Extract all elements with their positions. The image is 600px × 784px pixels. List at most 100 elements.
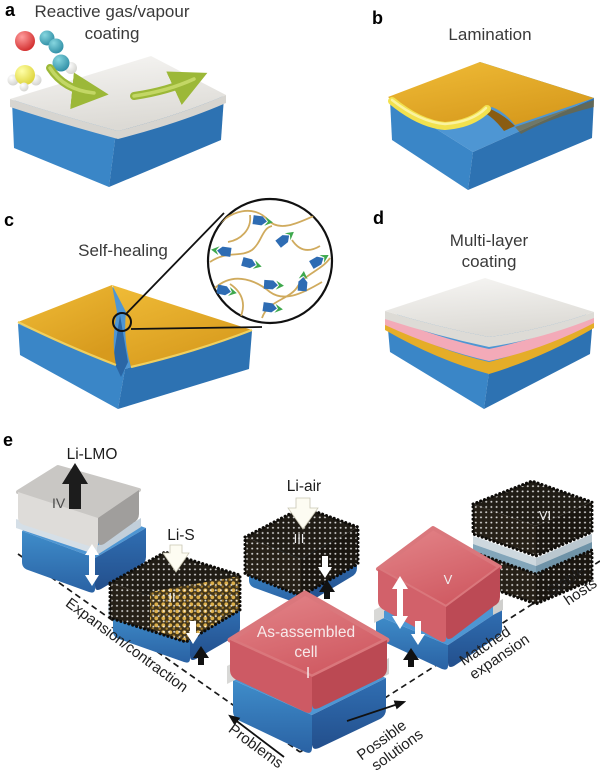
separator-plate bbox=[473, 536, 536, 566]
numeral-v: V bbox=[444, 572, 453, 587]
small-down-arrow-icon bbox=[411, 621, 425, 645]
slab-right-face bbox=[468, 98, 594, 190]
host-bumpy-edge bbox=[108, 550, 242, 644]
gas-arrow-right-highlight bbox=[132, 77, 196, 98]
gas-flow-arrows bbox=[46, 64, 208, 110]
host-mesh-texture bbox=[110, 552, 240, 642]
small-up-arrow-icon bbox=[403, 648, 419, 667]
panel-e: e Li-LMO IV Li-S II bbox=[3, 430, 600, 774]
white-layer-top bbox=[385, 278, 594, 337]
numeral-iv: IV bbox=[52, 495, 66, 511]
gas-arrow-left-highlight bbox=[48, 66, 96, 95]
laminate-top bbox=[388, 62, 594, 126]
up-arrow-icon bbox=[62, 463, 88, 509]
panel-a-title-line1: Reactive gas/vapour bbox=[35, 2, 190, 21]
cathode-right bbox=[98, 490, 139, 545]
separator-plate bbox=[536, 534, 592, 566]
panel-e-letter: e bbox=[3, 430, 13, 450]
laminate-curl-highlight bbox=[390, 98, 488, 126]
host-box bbox=[108, 550, 242, 644]
slab-left-face bbox=[18, 324, 125, 409]
cathode-left bbox=[18, 492, 98, 548]
cell-label-line2: cell bbox=[294, 644, 317, 661]
coating-edge bbox=[10, 95, 226, 139]
small-up-arrow-icon bbox=[193, 646, 209, 665]
base-left bbox=[376, 615, 448, 670]
panel-c-letter: c bbox=[4, 210, 14, 230]
crack-spike bbox=[113, 315, 128, 377]
separator-plate bbox=[97, 518, 141, 555]
base-right bbox=[448, 609, 502, 667]
polymer-network bbox=[209, 210, 331, 323]
base-right bbox=[190, 607, 240, 660]
problems-arrow-icon bbox=[228, 714, 285, 758]
magnifier bbox=[112, 197, 334, 332]
panel-a-title-line2: coating bbox=[85, 24, 140, 43]
numeral-ii: II bbox=[168, 590, 175, 605]
host-bumpy-edge bbox=[471, 547, 594, 606]
white-layer-edge bbox=[385, 311, 594, 347]
panel-b-title: Lamination bbox=[448, 25, 531, 44]
slab-left-face bbox=[390, 100, 473, 190]
cell-right bbox=[446, 567, 500, 639]
layer-edge-left bbox=[17, 321, 117, 367]
li-air-label: Li-air bbox=[287, 478, 321, 495]
yellow-molecule-icon bbox=[15, 65, 35, 85]
down-arrow-icon bbox=[287, 497, 319, 530]
pink-layer bbox=[385, 316, 594, 361]
magnifier-source-circle bbox=[112, 312, 132, 332]
teal-molecule-icon bbox=[52, 54, 70, 72]
separator-plate-blue bbox=[473, 544, 536, 574]
cell-right bbox=[312, 640, 387, 709]
anode-left bbox=[22, 531, 95, 593]
host-box bbox=[243, 505, 360, 598]
laminate-shadow bbox=[515, 100, 594, 134]
li-s-label: Li-S bbox=[167, 527, 195, 544]
panel-c-title: Self-healing bbox=[78, 241, 168, 260]
stack-matched-expansion: V bbox=[374, 526, 503, 670]
panel-b: b Lamination bbox=[372, 8, 594, 190]
anode-right bbox=[95, 528, 146, 590]
teal-molecule-icon bbox=[48, 38, 64, 54]
gas-molecules bbox=[7, 30, 77, 92]
numeral-vi: VI bbox=[539, 508, 551, 523]
panel-d: d Multi-layer coating bbox=[373, 208, 594, 409]
stack-li-s: Li-S II bbox=[108, 527, 242, 665]
small-down-arrow-icon bbox=[318, 556, 332, 578]
stack-as-assembled: As-assembled cell I bbox=[227, 590, 390, 753]
panel-d-title-line1: Multi-layer bbox=[450, 231, 529, 250]
polymer-strand bbox=[291, 239, 321, 251]
slab-right-face bbox=[118, 331, 252, 409]
laminate-fold-shadow bbox=[485, 108, 515, 131]
layer-right-petal bbox=[112, 285, 252, 367]
stack-stable-host: VI bbox=[471, 479, 594, 606]
anode-left bbox=[233, 680, 312, 753]
layer-left-petal bbox=[18, 285, 117, 365]
small-down-arrow-icon bbox=[186, 621, 200, 644]
host-bumpy-edge bbox=[471, 479, 594, 558]
small-up-arrow-icon bbox=[319, 580, 335, 599]
separator-plate-blue bbox=[536, 542, 592, 574]
host-box-upper bbox=[471, 479, 594, 558]
cell-label-line1: As-assembled bbox=[257, 624, 355, 641]
numeral-i: I bbox=[306, 665, 310, 682]
yellow-layer bbox=[385, 320, 594, 374]
double-arrow-icon bbox=[85, 544, 99, 586]
panel-a: a Reactive gas/vapour coating bbox=[5, 0, 226, 187]
panel-b-letter: b bbox=[372, 8, 383, 28]
panel-a-letter: a bbox=[5, 0, 16, 20]
multilayer-stack bbox=[385, 278, 594, 374]
host-mesh-texture bbox=[245, 507, 358, 596]
panel-d-letter: d bbox=[373, 208, 384, 228]
double-arrow-icon bbox=[392, 576, 408, 629]
magnifier-line-upper bbox=[125, 212, 225, 315]
solutions-arrow-icon bbox=[346, 700, 407, 722]
panel-c: c Self-healing bbox=[4, 197, 334, 409]
laminate-sheet bbox=[388, 62, 594, 134]
layer-edge-right bbox=[130, 328, 253, 369]
slab-left-face bbox=[12, 101, 116, 187]
numeral-iii: III bbox=[294, 531, 305, 546]
anode-right bbox=[312, 678, 386, 749]
